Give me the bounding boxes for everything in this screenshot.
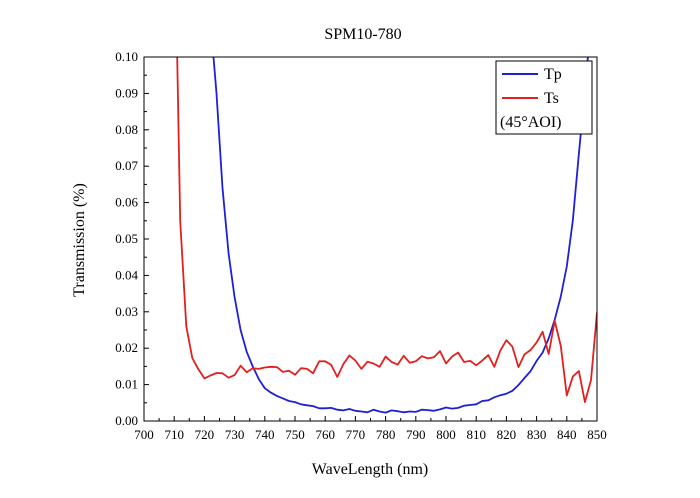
x-tick-label: 850 xyxy=(587,427,607,442)
y-tick-label: 0.00 xyxy=(115,413,138,428)
chart-title: SPM10-780 xyxy=(324,26,401,43)
y-tick-label: 0.06 xyxy=(115,195,138,210)
y-tick-label: 0.04 xyxy=(115,267,138,282)
x-tick-label: 710 xyxy=(164,427,184,442)
x-tick-label: 800 xyxy=(436,427,456,442)
x-tick-label: 820 xyxy=(497,427,517,442)
legend: Tp Ts (45°AOI) xyxy=(495,60,593,135)
x-tick-label: 840 xyxy=(557,427,577,442)
x-tick-label: 700 xyxy=(134,427,154,442)
series-layer xyxy=(176,57,597,414)
plot-frame xyxy=(143,56,598,422)
x-tick-label: 780 xyxy=(376,427,396,442)
x-tick-label: 790 xyxy=(406,427,426,442)
y-tick-label: 0.10 xyxy=(115,49,138,64)
x-tick-label: 830 xyxy=(527,427,547,442)
x-tick-label: 740 xyxy=(255,427,275,442)
y-tick-label: 0.08 xyxy=(115,122,138,137)
x-tick-label: 770 xyxy=(346,427,366,442)
x-tick-label: 720 xyxy=(195,427,215,442)
y-tick-label: 0.07 xyxy=(115,158,138,173)
axes: 700 710 720 730 740 750 760 770 780 790 800 810 820 8… xyxy=(115,49,607,442)
x-axis-label: WaveLength (nm) xyxy=(312,461,428,478)
series-line-tp xyxy=(212,57,589,414)
series-line-ts xyxy=(176,57,597,404)
y-axis-label: Transmission (%) xyxy=(71,183,88,297)
legend-label-ts: Ts xyxy=(544,90,559,107)
x-tick-label: 730 xyxy=(225,427,245,442)
legend-label-tp: Tp xyxy=(544,66,562,83)
x-tick-label: 750 xyxy=(285,427,305,442)
y-tick-label: 0.09 xyxy=(115,85,138,100)
legend-note: (45°AOI) xyxy=(500,114,562,131)
x-tick-label: 810 xyxy=(466,427,486,442)
y-tick-label: 0.03 xyxy=(115,304,138,319)
y-tick-label: 0.02 xyxy=(115,340,138,355)
y-tick-label: 0.05 xyxy=(115,231,138,246)
y-tick-label: 0.01 xyxy=(115,377,138,392)
x-tick-label: 760 xyxy=(315,427,335,442)
